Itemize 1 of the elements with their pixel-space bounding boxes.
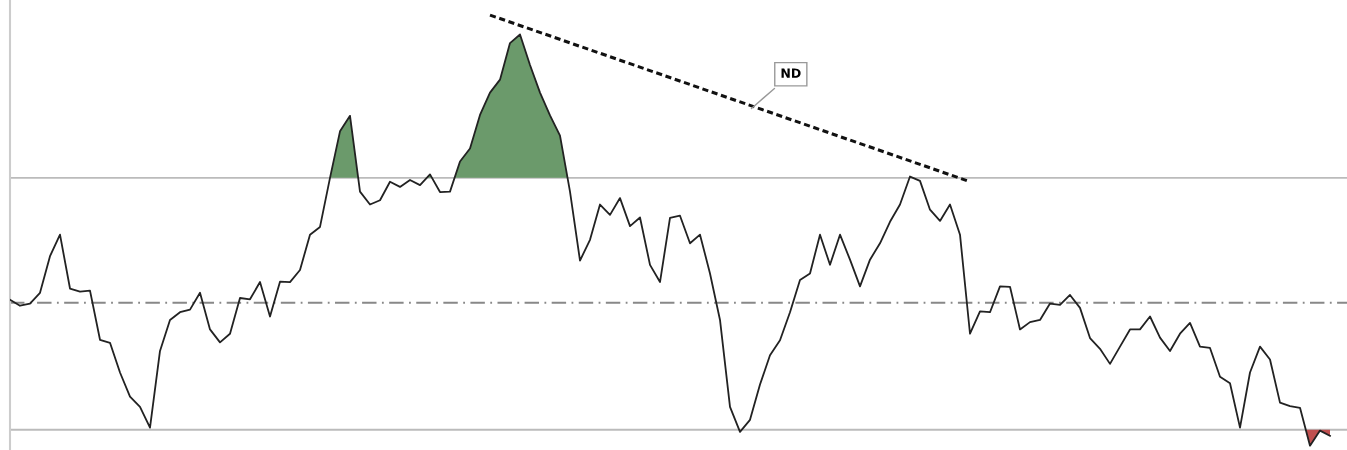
annotation: ND [781, 68, 801, 78]
